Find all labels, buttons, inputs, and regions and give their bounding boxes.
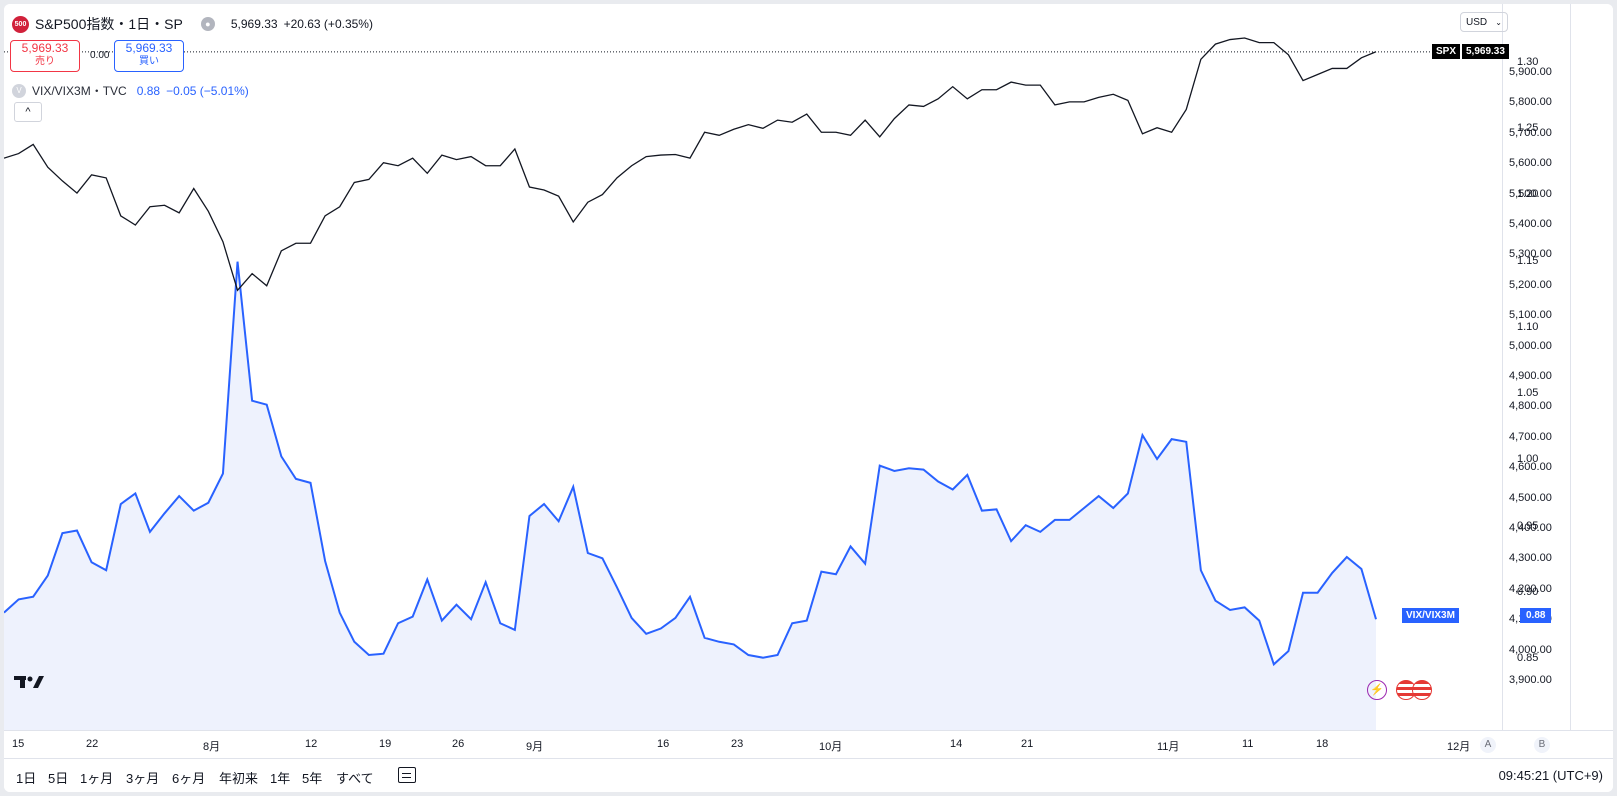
time-axis-tick: 22: [86, 738, 99, 750]
time-axis-tick: 12月: [1447, 741, 1471, 753]
left-axis-tick: 4,200.00: [1509, 582, 1552, 595]
time-axis-tick: 14: [950, 738, 963, 750]
timeframe-button[interactable]: 1ヶ月: [80, 771, 114, 786]
visibility-icon[interactable]: ●: [200, 17, 215, 31]
main-series-legend: 500 S&P500指数・1日・SP ● 5,969.33 +20.63 (+0…: [12, 14, 373, 34]
us-flag-icon-2[interactable]: [1412, 680, 1432, 700]
timeframe-button[interactable]: 3ヶ月: [126, 771, 160, 786]
timeframe-button[interactable]: すべて: [336, 771, 374, 786]
lightning-icon[interactable]: ⚡: [1367, 680, 1387, 700]
left-axis-tick: 4,400.00: [1509, 522, 1552, 534]
spread-value: 0.00: [90, 50, 110, 61]
right-axis-tick: 0.90: [1517, 585, 1539, 598]
right-axis-tick: 1.10: [1517, 320, 1539, 333]
left-axis-tick: 5,900.00: [1509, 66, 1552, 78]
left-axis-tick: 5,700.00: [1509, 126, 1552, 139]
chart-pane[interactable]: 500 S&P500指数・1日・SP ● 5,969.33 +20.63 (+0…: [4, 4, 1502, 730]
spx-series-line[interactable]: [4, 37, 1377, 292]
axis-auto-button[interactable]: A: [1480, 737, 1496, 753]
left-axis-tick: 5,400.00: [1509, 218, 1552, 230]
overlay-change: −0.05 (−5.01%): [166, 83, 249, 98]
sell-label: 売り: [35, 56, 55, 67]
left-axis-tick: 5,100.00: [1509, 309, 1552, 322]
buy-price: 5,969.33: [125, 41, 173, 55]
tradingview-logo-icon[interactable]: [14, 674, 46, 690]
left-axis-tick: 5,500.00: [1509, 187, 1552, 200]
right-axis-tick: 1.20: [1517, 188, 1539, 201]
left-axis-tick: 4,600.00: [1509, 461, 1552, 474]
left-axis-tick: 5,300.00: [1509, 248, 1552, 261]
vix-tag-value: 0.88: [1520, 608, 1552, 623]
right-axis-tick: 1.00: [1517, 453, 1539, 466]
time-axis-tick: 8月: [203, 741, 221, 753]
sell-price: 5,969.33: [21, 41, 69, 55]
collapse-legend-button[interactable]: ^: [14, 102, 42, 122]
right-price-axis[interactable]: 1.30 1.25 1.20 1.15 1.10 1.05 1.00 0.95 0.90 0.85: [1517, 4, 1613, 730]
vix-tag-name: VIX/VIX3M: [1402, 608, 1459, 623]
spx-tag-value: 5,969.33: [1462, 44, 1509, 59]
currency-select[interactable]: USD ⌄: [1460, 12, 1508, 32]
clock[interactable]: 09:45:21 (UTC+9): [1498, 768, 1603, 783]
date-range-icon[interactable]: [398, 767, 416, 783]
chart-window: 500 S&P500指数・1日・SP ● 5,969.33 +20.63 (+0…: [4, 4, 1613, 792]
sell-button[interactable]: 5,969.33 売り: [10, 40, 80, 72]
overlay-legend[interactable]: V VIX/VIX3M・TVC 0.88 −0.05 (−5.01%): [12, 82, 249, 99]
time-axis-tick: 16: [657, 738, 670, 750]
price-change: +20.63 (+0.35%): [283, 17, 373, 31]
left-axis-tick: 3,900.00: [1509, 674, 1552, 686]
left-axis-tick: 4,000.00: [1509, 643, 1552, 656]
left-axis-tick: 5,600.00: [1509, 157, 1552, 170]
left-axis-tick: 5,000.00: [1509, 339, 1552, 352]
left-axis-tick: 4,800.00: [1509, 400, 1552, 413]
right-axis-tick: 0.85: [1517, 652, 1539, 664]
left-axis-tick: 5,200.00: [1509, 278, 1552, 291]
timeframe-button[interactable]: 5年: [302, 771, 323, 786]
time-axis-tick: 23: [731, 738, 744, 750]
right-axis-tick: 1.05: [1517, 387, 1539, 400]
time-axis-tick: 21: [1021, 738, 1034, 750]
right-axis-tick: 1.25: [1517, 122, 1539, 135]
left-price-axis[interactable]: 5,900.00 5,800.00 5,700.00 5,600.00 5,500.00…: [1502, 4, 1571, 730]
timeframe-button[interactable]: 1日: [16, 771, 37, 786]
left-axis-tick: 4,500.00: [1509, 491, 1552, 504]
spx-tag-name: SPX: [1432, 44, 1461, 59]
left-axis-tick: 5,800.00: [1509, 96, 1552, 109]
right-axis-tick: 1.30: [1517, 56, 1539, 68]
left-axis-tick: 4,900.00: [1509, 370, 1552, 382]
overlay-value: 0.88: [136, 83, 161, 98]
right-axis-tick: 0.95: [1517, 519, 1539, 532]
last-price: 5,969.33: [230, 17, 278, 31]
time-axis[interactable]: 15 22 8月 12 19 26 9月 16 23 10月 14 21 11月 11 18 12月 A B: [4, 730, 1613, 759]
time-axis-tick: 9月: [526, 741, 544, 753]
vix-series-area: [4, 261, 1376, 730]
left-axis-tick: 4,300.00: [1509, 552, 1552, 565]
price-chart[interactable]: [4, 4, 1502, 730]
time-axis-tick: 15: [12, 738, 25, 750]
vix-badge-icon: V: [12, 83, 26, 98]
timeframe-button[interactable]: 5日: [48, 771, 69, 786]
time-axis-tick: 26: [452, 738, 465, 750]
bottom-toolbar: 1日 5日 1ヶ月 3ヶ月 6ヶ月 年初来 1年 5年 すべて 09:45:21 (UTC+9): [4, 758, 1613, 792]
chevron-down-icon: ⌄: [1495, 18, 1502, 27]
vix-series-line[interactable]: [4, 261, 1377, 667]
time-axis-tick: 11: [1242, 738, 1254, 750]
timeframe-button[interactable]: 年初来: [219, 771, 259, 786]
time-axis-tick: 10月: [819, 741, 843, 753]
symbol-title[interactable]: S&P500指数・1日・SP: [35, 16, 183, 32]
sp500-logo-icon: 500: [12, 15, 29, 33]
axis-b-button[interactable]: B: [1534, 737, 1550, 753]
currency-label: USD: [1466, 17, 1488, 28]
timeframe-button[interactable]: 1年: [270, 771, 291, 786]
time-axis-tick: 18: [1316, 738, 1329, 750]
buy-label: 買い: [139, 56, 159, 67]
time-axis-tick: 12: [305, 738, 318, 750]
time-axis-tick: 11月: [1157, 741, 1180, 753]
buy-button[interactable]: 5,969.33 買い: [114, 40, 184, 72]
time-axis-tick: 19: [379, 738, 392, 750]
overlay-title[interactable]: VIX/VIX3M・TVC: [32, 84, 127, 98]
left-axis-tick: 4,700.00: [1509, 430, 1552, 443]
right-axis-tick: 1.15: [1517, 254, 1539, 267]
timeframe-button[interactable]: 6ヶ月: [172, 771, 206, 786]
